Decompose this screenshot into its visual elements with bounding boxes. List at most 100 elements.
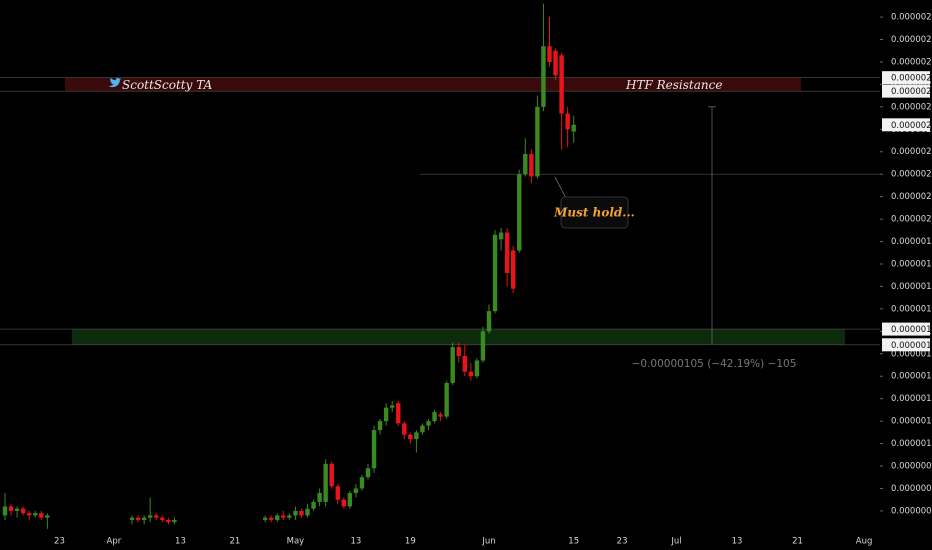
candle-body — [269, 517, 274, 520]
x-tick-label: 23 — [617, 537, 628, 547]
y-tick-label: 0.00000120 — [891, 394, 932, 404]
candle-body — [511, 250, 516, 289]
candle-body — [135, 517, 141, 520]
y-tick-label: 0.00000190 — [891, 237, 932, 247]
y-tick-label: 0.00000090 — [891, 462, 932, 472]
candle-body — [172, 519, 177, 523]
candle-body — [432, 412, 437, 422]
candle-body — [462, 356, 467, 372]
y-tick-label: 0.00000220 — [891, 170, 932, 180]
x-tick-label: May — [287, 537, 305, 547]
candle-body — [559, 55, 564, 114]
candle-body — [535, 106, 540, 177]
x-tick-label: Jun — [481, 537, 495, 547]
candle-body — [426, 421, 431, 426]
candle-body — [148, 515, 153, 518]
candle-body — [456, 347, 461, 357]
measure-label: −0.00000105 (−42.19%) −105 — [632, 358, 797, 370]
candle-body — [420, 425, 425, 433]
candle-body — [390, 405, 395, 408]
candle-body — [14, 508, 20, 511]
x-tick-label: Aug — [856, 537, 873, 547]
x-tick-label: Apr — [107, 537, 122, 547]
candle-body — [396, 403, 401, 424]
candle-body — [365, 468, 371, 478]
x-tick-label: 21 — [792, 537, 803, 547]
y-tick-label: 0.00000140 — [891, 349, 932, 359]
y-tick-label: 0.00000160 — [891, 304, 932, 314]
candle-body — [402, 423, 407, 435]
candle-body — [335, 486, 340, 500]
candle-body — [359, 477, 365, 489]
candle-body — [262, 517, 268, 520]
y-tick-label: 0.00000250 — [891, 102, 932, 112]
candle-body — [371, 430, 377, 469]
x-tick-label: Jul — [670, 537, 681, 547]
y-tick-label: 0.00000210 — [891, 192, 932, 202]
y-tick-label: 0.00000290 — [891, 13, 932, 23]
candle-body — [341, 499, 346, 507]
candle-body — [474, 360, 480, 377]
candle-body — [305, 508, 310, 516]
price-tag — [882, 338, 930, 352]
y-tick-label: 0.00000100 — [891, 439, 932, 449]
candle-body — [20, 508, 26, 514]
x-tick-label: 21 — [229, 537, 240, 547]
candle-body — [8, 506, 14, 511]
candle-body — [504, 232, 510, 273]
candle-body — [323, 463, 328, 502]
candle-body — [27, 513, 32, 516]
candle-body — [468, 371, 474, 377]
resistance-label: HTF Resistance — [625, 78, 722, 92]
twitter-icon — [108, 77, 122, 88]
author-label: ScottScotty TA — [122, 78, 213, 92]
price-tag-label: 0.00000242 — [891, 121, 932, 131]
candle-body — [450, 347, 455, 383]
candle-body — [377, 421, 383, 431]
candle-body — [129, 517, 135, 520]
candle-body — [2, 506, 8, 516]
x-tick-label: 13 — [732, 537, 743, 547]
price-tag-label: 0.00000257 — [891, 87, 932, 97]
candle-body — [541, 46, 546, 107]
x-tick-label: 23 — [54, 537, 65, 547]
resistance-band — [65, 77, 801, 92]
x-tick-label: 13 — [175, 537, 186, 547]
candle-body — [347, 492, 353, 507]
candle-body — [45, 515, 50, 518]
y-tick-label: 0.00000270 — [891, 57, 932, 67]
candle-body — [414, 432, 419, 440]
candle-body — [311, 501, 316, 509]
candle-body — [281, 515, 286, 518]
candle-body — [383, 407, 389, 422]
candle-body — [275, 515, 280, 520]
candle-body — [571, 124, 576, 132]
candle-body — [287, 515, 292, 518]
candle-body — [480, 331, 486, 361]
candle-body — [166, 519, 171, 523]
y-tick-label: 0.00000110 — [891, 417, 932, 427]
candle-body — [498, 232, 504, 240]
y-tick-label: 0.00000280 — [891, 35, 932, 45]
candle-body — [523, 153, 528, 175]
y-tick-label: 0.00000130 — [891, 372, 932, 382]
price-tag-label: 0.00000144 — [891, 341, 932, 351]
candle-body — [408, 434, 413, 440]
candle-body — [299, 510, 304, 516]
candle-body — [317, 492, 322, 502]
y-tick-label: 0.00000170 — [891, 282, 932, 292]
price-tag — [882, 71, 930, 85]
y-tick-label: 0.00000080 — [891, 484, 932, 494]
y-tick-label: 0.00000200 — [891, 215, 932, 225]
price-tag — [882, 118, 930, 132]
candle-body — [553, 50, 558, 76]
candle-body — [154, 515, 159, 518]
candle-body — [293, 510, 298, 516]
candle-body — [438, 414, 443, 417]
callout-text: Must hold... — [553, 206, 635, 220]
y-tick-label: 0.00000070 — [891, 506, 932, 516]
y-tick-label: 0.00000230 — [891, 147, 932, 157]
callout-box — [560, 196, 629, 229]
y-tick-label: 0.00000180 — [891, 259, 932, 269]
